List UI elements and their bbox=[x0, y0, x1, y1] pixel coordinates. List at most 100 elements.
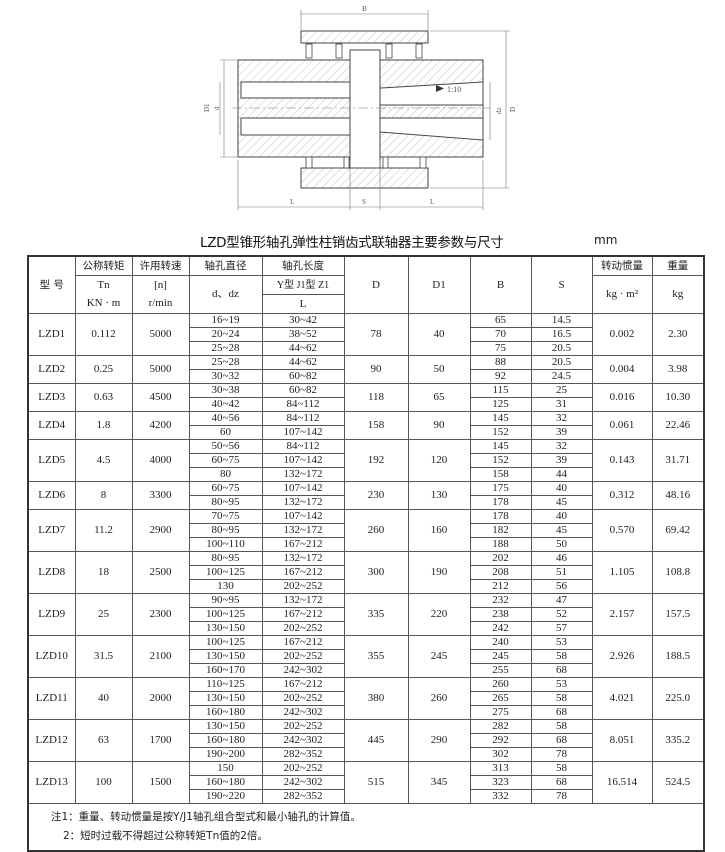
bore-length: 132~172 bbox=[261, 523, 345, 538]
bore-diameter: 60~75 bbox=[188, 453, 263, 468]
weight: 3.98 bbox=[651, 355, 705, 384]
outer-diameter-D: 90 bbox=[343, 355, 409, 384]
bore-length: 242~302 bbox=[261, 733, 345, 748]
dimension-B: 92 bbox=[469, 369, 532, 384]
bore-diameter: 130~150 bbox=[188, 691, 263, 706]
dimension-S: 51 bbox=[530, 565, 593, 580]
bore-diameter: 130~150 bbox=[188, 621, 263, 636]
dimension-B: 145 bbox=[469, 411, 532, 426]
model-name: LZD10 bbox=[27, 635, 76, 678]
dimension-B: 182 bbox=[469, 523, 532, 538]
sleeve-top bbox=[300, 30, 429, 44]
weight: 48.16 bbox=[651, 481, 705, 510]
weight: 188.5 bbox=[651, 635, 705, 678]
allowed-speed: 4200 bbox=[131, 411, 190, 440]
dimension-B: 75 bbox=[469, 341, 532, 356]
outer-diameter-D: 355 bbox=[343, 635, 409, 678]
allowed-speed: 5000 bbox=[131, 313, 190, 356]
dimension-B: 232 bbox=[469, 593, 532, 608]
dimension-S: 45 bbox=[530, 495, 593, 510]
model-name: LZD2 bbox=[27, 355, 76, 384]
dimension-S: 32 bbox=[530, 439, 593, 454]
moment-of-inertia: 0.570 bbox=[591, 509, 653, 552]
bore-diameter: 150 bbox=[188, 761, 263, 776]
bore-length: 84~112 bbox=[261, 411, 345, 426]
dimension-S: 53 bbox=[530, 677, 593, 692]
sleeve-bottom bbox=[300, 167, 429, 189]
model-name: LZD7 bbox=[27, 509, 76, 552]
weight: 31.71 bbox=[651, 439, 705, 482]
nominal-torque: 11.2 bbox=[74, 509, 133, 552]
table-row: 80 132~172 158 44 bbox=[28, 467, 704, 482]
moment-of-inertia: 8.051 bbox=[591, 719, 653, 762]
bore-diameter: 110~125 bbox=[188, 677, 263, 692]
hub-diameter-D1: 50 bbox=[407, 355, 471, 384]
bore-length: 30~42 bbox=[261, 313, 345, 328]
table-row: LZD11 40 2000 110~125 167~212 380 260 260 53 4.02… bbox=[27, 677, 705, 720]
header-bore-dia-symbol: d、dz bbox=[188, 275, 263, 314]
model-name: LZD13 bbox=[27, 761, 76, 804]
weight: 22.46 bbox=[651, 411, 705, 440]
dimension-B: 275 bbox=[469, 705, 532, 720]
model-name: LZD5 bbox=[27, 439, 76, 482]
moment-of-inertia: 0.004 bbox=[591, 355, 653, 384]
bore-diameter: 130~150 bbox=[188, 649, 263, 664]
allowed-speed: 2300 bbox=[131, 593, 190, 636]
bore-length: 84~112 bbox=[261, 397, 345, 412]
center-disc bbox=[349, 49, 381, 169]
moment-of-inertia: 1.105 bbox=[591, 551, 653, 594]
dimension-B: 65 bbox=[469, 313, 532, 328]
bore-diameter: 190~220 bbox=[188, 789, 263, 804]
dim-S: S bbox=[362, 198, 366, 206]
bore-diameter: 160~180 bbox=[188, 775, 263, 790]
table-row: 100~125 167~212 208 51 bbox=[28, 565, 704, 580]
dimension-B: 240 bbox=[469, 635, 532, 650]
table-row: 60 107~142 152 39 bbox=[28, 425, 704, 440]
table-notes: 注1：重量、转动惯量是按Y/J1轴孔组合型式和最小轴孔的计算值。 2：短时过载不得… bbox=[27, 803, 705, 852]
dimension-S: 25 bbox=[530, 383, 593, 398]
dimension-S: 47 bbox=[530, 593, 593, 608]
dim-L-right: L bbox=[430, 198, 434, 206]
bore-diameter: 60 bbox=[188, 425, 263, 440]
outer-diameter-D: 335 bbox=[343, 593, 409, 636]
model-name: LZD12 bbox=[27, 719, 76, 762]
table-row: 160~180 242~302 275 68 bbox=[28, 705, 704, 720]
table-row: LZD9 25 2300 90~95 132~172 335 220 232 47 2.157 15… bbox=[27, 593, 705, 636]
bore-diameter: 40~56 bbox=[188, 411, 263, 426]
bore-diameter: 60~75 bbox=[188, 481, 263, 496]
dimension-B: 245 bbox=[469, 649, 532, 664]
allowed-speed: 2000 bbox=[131, 677, 190, 720]
allowed-speed: 4500 bbox=[131, 383, 190, 412]
bore-length: 167~212 bbox=[261, 537, 345, 552]
header-speed-symbol: [n] bbox=[131, 275, 190, 295]
bore-length: 242~302 bbox=[261, 705, 345, 720]
nominal-torque: 18 bbox=[74, 551, 133, 594]
bore-diameter: 80~95 bbox=[188, 551, 263, 566]
unit-label: mm bbox=[594, 233, 618, 247]
outer-diameter-D: 260 bbox=[343, 509, 409, 552]
hub-diameter-D1: 90 bbox=[407, 411, 471, 440]
hub-diameter-D1: 290 bbox=[407, 719, 471, 762]
hub-diameter-D1: 260 bbox=[407, 677, 471, 720]
dimension-B: 178 bbox=[469, 509, 532, 524]
bore-length: 107~142 bbox=[261, 481, 345, 496]
dimension-B: 302 bbox=[469, 747, 532, 762]
dimension-B: 208 bbox=[469, 565, 532, 580]
dimension-S: 52 bbox=[530, 607, 593, 622]
table-row: LZD3 0.63 4500 30~38 60~82 118 65 115 25 0.016 10.… bbox=[27, 383, 705, 412]
bore-diameter: 20~24 bbox=[188, 327, 263, 342]
hub-diameter-D1: 120 bbox=[407, 439, 471, 482]
bore-diameter: 25~28 bbox=[188, 355, 263, 370]
bore-diameter: 40~42 bbox=[188, 397, 263, 412]
dimension-B: 282 bbox=[469, 719, 532, 734]
bore-diameter: 30~32 bbox=[188, 369, 263, 384]
table-row: 190~220 282~352 332 78 bbox=[28, 789, 704, 804]
dimension-S: 44 bbox=[530, 467, 593, 482]
header-bore-types: Y型 J1型 Z1 bbox=[261, 275, 345, 295]
outer-diameter-D: 445 bbox=[343, 719, 409, 762]
dimension-S: 24.5 bbox=[530, 369, 593, 384]
left-hub bbox=[237, 59, 351, 158]
table-row: LZD6 8 3300 60~75 107~142 230 130 175 40 0.312 48.… bbox=[27, 481, 705, 510]
nominal-torque: 25 bbox=[74, 593, 133, 636]
bore-length: 107~142 bbox=[261, 453, 345, 468]
